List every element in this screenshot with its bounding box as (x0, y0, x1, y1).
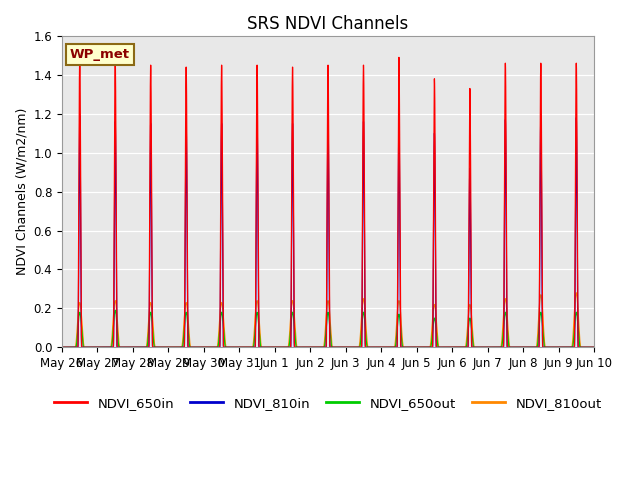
Y-axis label: NDVI Channels (W/m2/nm): NDVI Channels (W/m2/nm) (15, 108, 28, 276)
Legend: NDVI_650in, NDVI_810in, NDVI_650out, NDVI_810out: NDVI_650in, NDVI_810in, NDVI_650out, NDV… (49, 391, 607, 415)
Title: SRS NDVI Channels: SRS NDVI Channels (248, 15, 409, 33)
Text: WP_met: WP_met (70, 48, 130, 61)
